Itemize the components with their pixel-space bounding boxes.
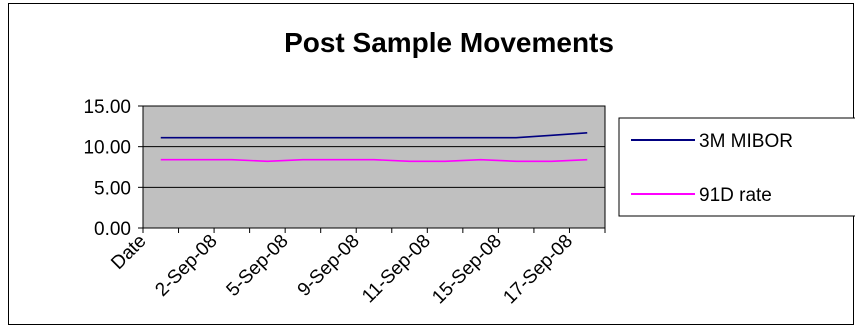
chart-frame: Post Sample Movements 0.00 5.00 10.00 15.00… — [8, 3, 855, 325]
series-line-3m-mibor — [160, 132, 588, 139]
x-tick-label: 11-Sep-08 — [358, 231, 435, 308]
y-tick-label: 15.00 — [83, 97, 131, 118]
plot-background — [142, 105, 606, 229]
plot-area — [142, 105, 606, 229]
x-tick-label: 2-Sep-08 — [151, 231, 221, 301]
chart-svg: Post Sample Movements 0.00 5.00 10.00 15.00… — [83, 27, 855, 309]
y-tick-label: 5.00 — [94, 178, 131, 199]
x-tick-label: 15-Sep-08 — [428, 231, 506, 309]
x-axis: Date 2-Sep-08 5-Sep-08 9-Sep-0811-Sep-0815-… — [107, 228, 606, 309]
y-tick-label: 10.00 — [83, 138, 131, 159]
series-group — [160, 132, 588, 163]
y-tick-label: 0.00 — [94, 219, 131, 240]
legend-box — [618, 117, 855, 217]
x-tick-label: 9-Sep-08 — [294, 231, 364, 301]
legend: 3M MIBOR 91D rate — [618, 117, 855, 217]
legend-label-3m-mibor: 3M MIBOR — [699, 131, 793, 152]
legend-label-91d-rate: 91D rate — [699, 185, 772, 206]
series-line-91d-rate — [160, 158, 588, 163]
x-tick-label: 5-Sep-08 — [223, 231, 293, 301]
x-tick-label: 17-Sep-08 — [499, 231, 577, 309]
y-axis: 0.00 5.00 10.00 15.00 — [83, 97, 143, 240]
chart-title: Post Sample Movements — [284, 27, 614, 58]
